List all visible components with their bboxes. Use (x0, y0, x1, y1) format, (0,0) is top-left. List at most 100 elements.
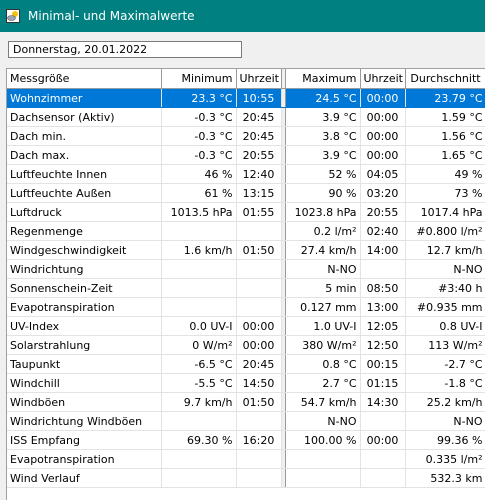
cell-uhrzeit-max (360, 259, 406, 279)
table-row[interactable]: Windböen 9.7 km/h 01:50 54.7 km/h 14:30 25.2 … (7, 392, 485, 412)
table-row[interactable]: Luftfeuchte Außen 61 % 13:15 90 % 03:20 73 % (7, 183, 485, 203)
cell-messgroesse: Windböen (7, 392, 162, 412)
column-separator (281, 202, 286, 222)
table-row[interactable]: Dachsensor (Aktiv) -0.3 °C 20:45 3.9 °C 00:0… (7, 107, 485, 127)
cell-uhrzeit-min: 00:00 (236, 316, 282, 336)
title-bar: Minimal- und Maximalwerte (0, 0, 485, 32)
column-separator (281, 126, 286, 146)
cell-uhrzeit-min: 00:00 (236, 335, 282, 355)
cell-maximum: 1.0 UV-I (285, 316, 361, 336)
table-row[interactable]: Windrichtung Windböen N-NO N-NO (7, 411, 485, 431)
cell-durchschnitt: 0.8 UV-I (405, 316, 485, 336)
cell-uhrzeit-max: 00:15 (360, 354, 406, 374)
cell-messgroesse: Dachsensor (Aktiv) (7, 107, 162, 127)
cell-durchschnitt: 532.3 km (405, 468, 485, 488)
cell-uhrzeit-max: 00:00 (360, 126, 406, 146)
column-header-maximum[interactable]: Maximum (285, 69, 361, 89)
cell-messgroesse: Luftdruck (7, 202, 162, 222)
cell-durchschnitt: 0.335 l/m² (405, 449, 485, 469)
cell-minimum: 0 W/m² (161, 335, 237, 355)
table-row[interactable]: Windchill -5.5 °C 14:50 2.7 °C 01:15 -1.8 °C (7, 373, 485, 393)
table-row[interactable]: Taupunkt -6.5 °C 20:45 0.8 °C 00:15 -2.7 °C (7, 354, 485, 374)
cell-uhrzeit-max: 00:00 (360, 88, 406, 108)
column-separator (281, 183, 286, 203)
cell-maximum: 54.7 km/h (285, 392, 361, 412)
table-row[interactable]: Dach min. -0.3 °C 20:45 3.8 °C 00:00 1.56 °C (7, 126, 485, 146)
cell-durchschnitt: 1017.4 hPa (405, 202, 485, 222)
column-header-messgroesse[interactable]: Messgröße (7, 69, 162, 89)
cell-uhrzeit-max: 20:55 (360, 202, 406, 222)
header-row: Messgröße Minimum Uhrzeit Maximum Uhrzei… (7, 69, 485, 89)
cell-maximum: 380 W/m² (285, 335, 361, 355)
cell-minimum: 1.6 km/h (161, 240, 237, 260)
cell-maximum: 0.127 mm (285, 297, 361, 317)
table-row[interactable]: Solarstrahlung 0 W/m² 00:00 380 W/m² 12:50 11… (7, 335, 485, 355)
column-header-minimum[interactable]: Minimum (161, 69, 237, 89)
cell-minimum (161, 468, 237, 488)
table-row[interactable]: Wohnzimmer 23.3 °C 10:55 24.5 °C 00:00 23.79 … (7, 88, 485, 108)
cell-minimum (161, 297, 237, 317)
table-row[interactable]: Sonnenschein-Zeit 5 min 08:50 #3:40 h (7, 278, 485, 298)
cell-minimum (161, 278, 237, 298)
table-row[interactable]: Windrichtung N-NO N-NO (7, 259, 485, 279)
table-row[interactable]: Windgeschwindigkeit 1.6 km/h 01:50 27.4 km/… (7, 240, 485, 260)
cell-durchschnitt: 1.56 °C (405, 126, 485, 146)
table-row[interactable]: Luftdruck 1013.5 hPa 01:55 1023.8 hPa 20:55 1… (7, 202, 485, 222)
cell-messgroesse: Windrichtung Windböen (7, 411, 162, 431)
cell-durchschnitt: #0.935 mm (405, 297, 485, 317)
cell-maximum: 0.8 °C (285, 354, 361, 374)
table-row[interactable]: ISS Empfang 69.30 % 16:20 100.00 % 00:00 99.3… (7, 430, 485, 450)
cell-minimum (161, 411, 237, 431)
cell-uhrzeit-min (236, 221, 282, 241)
column-separator (281, 335, 286, 355)
cell-maximum: 52 % (285, 164, 361, 184)
cell-durchschnitt: 1.65 °C (405, 145, 485, 165)
cell-maximum: 2.7 °C (285, 373, 361, 393)
date-field[interactable]: Donnerstag, 20.01.2022 (8, 41, 242, 58)
cell-messgroesse: Solarstrahlung (7, 335, 162, 355)
cell-uhrzeit-max (360, 468, 406, 488)
table-row[interactable]: UV-Index 0.0 UV-I 00:00 1.0 UV-I 12:05 0.8 UV… (7, 316, 485, 336)
cell-uhrzeit-max: 13:00 (360, 297, 406, 317)
cell-uhrzeit-min: 20:55 (236, 145, 282, 165)
cloud-sun-icon (6, 9, 20, 23)
cell-maximum: 0.2 l/m² (285, 221, 361, 241)
cell-durchschnitt: 73 % (405, 183, 485, 203)
cell-maximum: 27.4 km/h (285, 240, 361, 260)
cell-uhrzeit-min (236, 411, 282, 431)
cell-messgroesse: Sonnenschein-Zeit (7, 278, 162, 298)
column-separator (281, 69, 286, 89)
cell-minimum: -5.5 °C (161, 373, 237, 393)
cell-maximum: 100.00 % (285, 430, 361, 450)
cell-maximum: N-NO (285, 259, 361, 279)
cell-durchschnitt: 1.59 °C (405, 107, 485, 127)
table-row[interactable]: Luftfeuchte Innen 46 % 12:40 52 % 04:05 49 % (7, 164, 485, 184)
table-row[interactable]: Regenmenge 0.2 l/m² 02:40 #0.800 l/m² (7, 221, 485, 241)
cell-minimum (161, 449, 237, 469)
cell-maximum: 24.5 °C (285, 88, 361, 108)
table-row[interactable]: Wind Verlauf 532.3 km (7, 468, 485, 488)
cell-durchschnitt: 99.36 % (405, 430, 485, 450)
cell-minimum: -0.3 °C (161, 126, 237, 146)
cell-uhrzeit-max: 01:15 (360, 373, 406, 393)
cell-maximum: 5 min (285, 278, 361, 298)
values-grid[interactable]: Messgröße Minimum Uhrzeit Maximum Uhrzei… (6, 68, 485, 500)
table-row[interactable]: Evapotranspiration 0.127 mm 13:00 #0.935 mm (7, 297, 485, 317)
column-separator (281, 354, 286, 374)
cell-durchschnitt: N-NO (405, 411, 485, 431)
column-header-uhrzeit-min[interactable]: Uhrzeit (236, 69, 282, 89)
cell-uhrzeit-min: 10:55 (236, 88, 282, 108)
cell-uhrzeit-min: 20:45 (236, 107, 282, 127)
table-row[interactable]: Dach max. -0.3 °C 20:55 3.9 °C 00:00 1.65 °C (7, 145, 485, 165)
cell-maximum: N-NO (285, 411, 361, 431)
cell-minimum: 0.0 UV-I (161, 316, 237, 336)
column-header-durchschnitt[interactable]: Durchschnitt (405, 69, 485, 89)
cell-uhrzeit-max: 02:40 (360, 221, 406, 241)
table-row[interactable]: Evapotranspiration 0.335 l/m² (7, 449, 485, 469)
column-header-uhrzeit-max[interactable]: Uhrzeit (360, 69, 406, 89)
table-body: Wohnzimmer 23.3 °C 10:55 24.5 °C 00:00 23.79 … (7, 88, 485, 488)
cell-minimum: -6.5 °C (161, 354, 237, 374)
cell-uhrzeit-min: 13:15 (236, 183, 282, 203)
cell-uhrzeit-min: 20:45 (236, 126, 282, 146)
column-separator (281, 145, 286, 165)
